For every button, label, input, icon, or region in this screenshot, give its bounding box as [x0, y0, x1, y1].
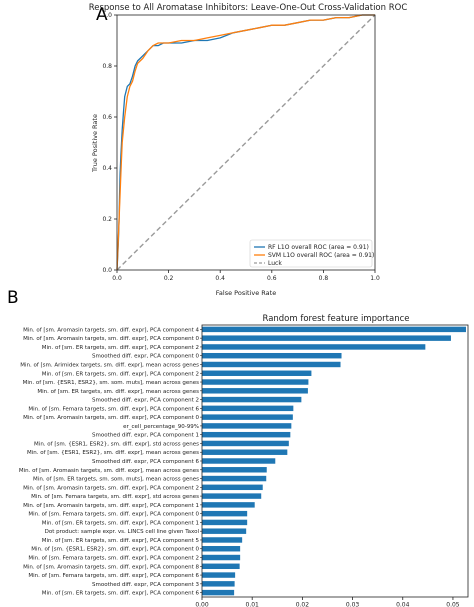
fi-category-label: Min. of [sm. Aromasin targets, sm. diff.… — [23, 336, 199, 342]
fi-bar — [202, 519, 248, 526]
fi-bar — [202, 493, 262, 499]
fi-category-label: Min. of [sm. ER targets, sm. diff. expr]… — [42, 538, 200, 544]
fi-category-label: Min. of [sm. Arimidex targets, sm. diff.… — [20, 362, 199, 368]
roc-y-tick-label: 0.8 — [102, 63, 112, 70]
roc-x-tick-label: 0.0 — [112, 275, 122, 282]
fi-bar — [202, 467, 267, 473]
roc-chart: Response to All Aromatase Inhibitors: Le… — [89, 3, 408, 297]
fi-bar — [202, 572, 236, 578]
fi-plot-frame — [201, 324, 469, 598]
roc-plot-frame — [116, 14, 376, 271]
fi-title: Random forest feature importance — [262, 314, 409, 324]
roc-y-tick-label: 1.0 — [102, 12, 112, 19]
fi-bar — [202, 423, 292, 429]
roc-x-tick-label: 1.0 — [370, 275, 380, 282]
fi-bar — [202, 379, 309, 385]
fi-bar — [202, 510, 248, 517]
fi-category-label: Min. of [sm. ER targets, sm. diff. expr]… — [37, 389, 199, 395]
roc-series-line-luck — [116, 14, 376, 271]
fi-category-label: Min. of [sm. Aromasin targets, sm. diff.… — [23, 327, 199, 333]
fi-category-label: Min. of [sm. {ESR1, ESR2}, sm. diff. exp… — [34, 441, 199, 447]
fi-bar — [202, 502, 255, 508]
fi-category-label: Min. of [sm. ER targets, sm. som. muts],… — [33, 477, 199, 483]
fi-bar — [202, 554, 241, 561]
roc-legend-label: Luck — [268, 260, 282, 267]
fi-category-label: Min. of [sm. Femara targets, sm. diff. e… — [28, 406, 199, 412]
fi-category-label: Smoothed diff. expr, PCA component 1 — [92, 433, 199, 439]
fi-bar — [202, 361, 341, 368]
fi-bar — [202, 449, 288, 455]
fi-category-label: Min. of [sm. Femara targets, sm. diff. e… — [28, 573, 199, 579]
fi-x-tick-label: 0.01 — [246, 602, 260, 607]
fi-bar — [202, 388, 308, 394]
fi-x-tick-label: 0.03 — [346, 602, 360, 607]
fi-bar — [202, 326, 466, 333]
fi-x-tick-label: 0.04 — [396, 602, 410, 607]
roc-x-tick-label: 0.4 — [215, 275, 225, 282]
fi-category-label: Min. of [sm. ER targets, sm. diff. expr]… — [42, 591, 200, 597]
roc-x-tick-label: 0.6 — [267, 275, 277, 282]
fi-category-label: Min. of [sm. Aromasin targets, sm. diff.… — [23, 564, 199, 570]
roc-y-axis-label: True Positive Rate — [91, 114, 99, 173]
fi-category-label: Min. of [sm. ER targets, sm. diff. expr]… — [42, 520, 199, 526]
fi-category-label: Min. of [sm. ER targets, sm. diff. expr]… — [42, 345, 199, 351]
fi-category-label: Min. of [sm. Aromasin targets, sm. diff.… — [23, 503, 199, 509]
fi-category-label: Min. of [sm. ER targets, sm. diff. expr]… — [42, 371, 199, 377]
fi-category-label: Min. of [sm. {ESR1, ESR2}, sm. diff. exp… — [27, 450, 199, 456]
fi-bar — [202, 484, 263, 491]
fi-bar — [202, 458, 276, 464]
fi-bar — [202, 563, 240, 570]
fi-category-label: Smoothed diff. expr, PCA component 0 — [92, 354, 199, 360]
fi-category-label: Smoothed diff. expr, PCA component 6 — [92, 459, 199, 465]
roc-legend-label: SVM L1O overall ROC (area = 0.91) — [268, 252, 374, 259]
fi-bar — [202, 546, 241, 552]
roc-x-tick-label: 0.8 — [319, 275, 329, 282]
fi-category-label: Dot product: sample expr. vs. LINCS cell… — [45, 529, 200, 535]
fi-bar — [202, 431, 291, 438]
fi-x-tick-label: 0.05 — [446, 602, 460, 607]
panel-letter-a: A — [96, 5, 108, 25]
fi-bar — [202, 396, 302, 403]
fi-bar — [202, 581, 235, 587]
fi-category-label: Min. of [sm. {ESR1, ESR2}, sm. som. muts… — [23, 380, 200, 386]
fi-x-tick-label: 0.02 — [296, 602, 310, 607]
fi-bar — [202, 537, 243, 543]
roc-y-tick-label: 0.4 — [102, 165, 112, 172]
fi-bar — [202, 352, 342, 359]
roc-y-tick-label: 0.0 — [102, 267, 112, 274]
fi-bar — [202, 589, 235, 596]
roc-legend-box — [249, 239, 373, 268]
fi-category-label: Min. of [sm. {ESR1, ESR2}, sm. diff. exp… — [31, 547, 199, 553]
roc-y-tick-label: 0.6 — [102, 114, 112, 121]
fi-bar — [202, 405, 294, 412]
roc-series-line-svm — [116, 14, 375, 271]
fi-category-label: er_cell_percentage_90-99% — [123, 424, 199, 430]
roc-x-axis-label: False Positive Rate — [216, 289, 276, 297]
roc-y-tick-label: 0.2 — [102, 216, 112, 223]
fi-category-label: Min. of [sm. Femara targets, sm. diff. e… — [28, 556, 199, 562]
roc-legend-label: RF L1O overall ROC (area = 0.91) — [268, 244, 369, 251]
fi-bar — [202, 414, 293, 420]
feature-importance-chart: Random forest feature importance Min. of… — [19, 314, 469, 607]
roc-x-tick-label: 0.2 — [164, 275, 174, 282]
fi-bar — [202, 370, 312, 376]
fi-bar — [202, 475, 267, 482]
fi-category-label: Min. of [sm. Aromasin targets, sm. diff.… — [19, 468, 199, 474]
roc-legend: RF L1O overall ROC (area = 0.91)SVM L1O … — [249, 239, 374, 268]
panel-letter-b: B — [7, 288, 19, 308]
fi-x-tick-label: 0.00 — [195, 602, 209, 607]
fi-bar — [202, 440, 289, 447]
fi-bar — [202, 344, 426, 350]
fi-category-label: Min. of [sm. Femara targets, sm. diff. e… — [31, 494, 199, 500]
fi-bar — [202, 335, 451, 341]
fi-category-label: Min. of [sm. Aromasin targets, sm. diff.… — [23, 415, 199, 421]
roc-title: Response to All Aromatase Inhibitors: Le… — [89, 3, 408, 13]
fi-bar — [202, 528, 247, 534]
fi-category-label: Smoothed diff. expr, PCA component 3 — [92, 582, 199, 588]
fi-category-label: Min. of [sm. Aromasin targets, sm. diff.… — [23, 485, 199, 491]
fi-category-label: Min. of [sm. Femara targets, sm. diff. e… — [28, 512, 199, 518]
fi-category-label: Smoothed diff. expr, PCA component 2 — [92, 398, 199, 404]
